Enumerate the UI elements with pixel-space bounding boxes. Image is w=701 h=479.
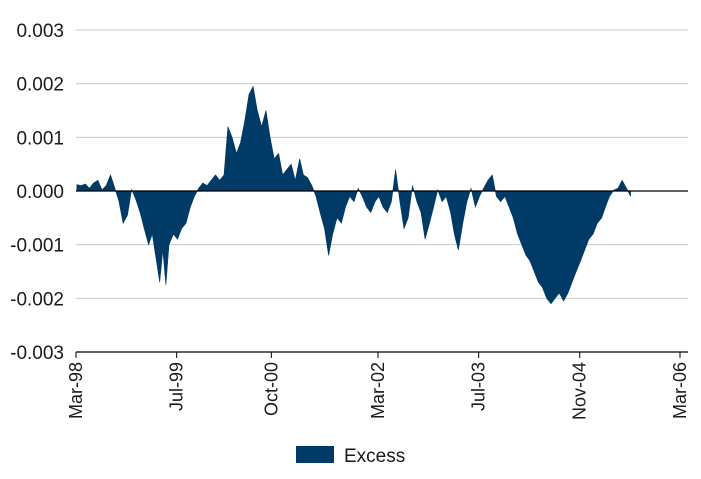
y-tick-label: 0.000 [16, 182, 64, 203]
y-tick-label: -0.002 [10, 289, 64, 310]
x-axis: Mar-98 Jul-99 Oct-00 Mar-02 Jul-03 Nov-04 Mar-… [66, 351, 690, 420]
excess-area [76, 85, 631, 305]
legend-label-excess: Excess [344, 446, 405, 467]
x-tick-label: Oct-00 [261, 362, 281, 416]
legend: Excess [296, 446, 405, 467]
x-tick-label: Nov-04 [570, 362, 590, 420]
y-tick-label: 0.003 [16, 21, 64, 42]
x-tick-label: Mar-06 [670, 362, 690, 419]
excess-series [76, 85, 631, 305]
x-tick-label: Mar-02 [368, 362, 388, 419]
y-tick-label: -0.001 [10, 236, 64, 257]
x-tick-label: Mar-98 [66, 362, 86, 419]
x-tick-label: Jul-99 [167, 362, 187, 411]
legend-swatch-excess [296, 446, 334, 463]
y-axis: 0.003 0.002 0.001 0.000 -0.001 -0.002 -0.003 [10, 21, 64, 364]
y-tick-label: 0.001 [16, 128, 64, 149]
y-tick-label: 0.002 [16, 75, 64, 96]
x-tick-label: Jul-03 [469, 362, 489, 411]
y-tick-label: -0.003 [10, 343, 64, 364]
